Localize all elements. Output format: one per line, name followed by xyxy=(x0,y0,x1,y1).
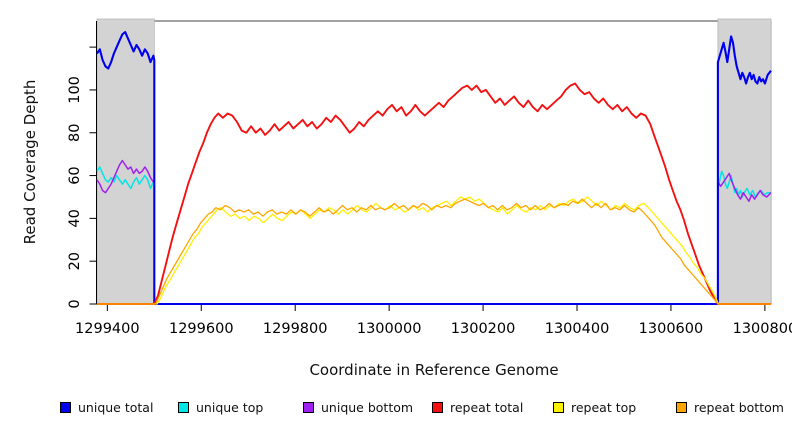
series-line-unique-top xyxy=(96,166,771,305)
x-tick-label: 1299600 xyxy=(169,321,234,337)
y-tick-label: 80 xyxy=(67,124,83,142)
shaded-region xyxy=(717,18,772,305)
legend-item-repeat-total: repeat total xyxy=(432,400,523,415)
legend-label: unique total xyxy=(78,400,154,415)
series-line-repeat-top xyxy=(97,196,771,305)
series-line-unique-total xyxy=(96,31,772,306)
legend-swatch-unique-top xyxy=(178,402,189,413)
shaded-region xyxy=(96,18,155,305)
legend-item-unique-bottom: unique bottom xyxy=(303,400,413,415)
legend-label: repeat bottom xyxy=(694,400,784,415)
legend-item-repeat-top: repeat top xyxy=(553,400,636,415)
series-line-repeat-bottom xyxy=(97,198,771,305)
plot-canvas: 1299400 1299600 1299800 1300000 1300200 13004… xyxy=(67,18,792,337)
y-tick-label: 20 xyxy=(67,252,83,270)
legend-label: repeat total xyxy=(450,400,524,415)
series-line-repeat-total xyxy=(97,82,771,305)
legend-label: repeat top xyxy=(571,400,637,415)
legend-item-unique-top: unique top xyxy=(178,400,263,415)
y-tick-label: 0 xyxy=(67,299,83,308)
y-tick-label: 60 xyxy=(67,166,83,184)
x-tick-label: 1300800 xyxy=(733,321,792,337)
legend-item-unique-total: unique total xyxy=(60,400,153,415)
legend-swatch-repeat-top xyxy=(553,402,564,413)
x-tick-label: 1300600 xyxy=(639,321,704,337)
legend-swatch-repeat-total xyxy=(432,402,443,413)
x-tick-label: 1300200 xyxy=(451,321,516,337)
x-tick-label: 1299400 xyxy=(75,321,140,337)
legend-label: unique top xyxy=(196,400,264,415)
legend-swatch-unique-total xyxy=(60,402,71,413)
x-tick-label: 1299800 xyxy=(263,321,328,337)
legend-label: unique bottom xyxy=(321,400,414,415)
legend-swatch-repeat-bottom xyxy=(676,402,687,413)
x-tick-label: 1300000 xyxy=(357,321,422,337)
x-tick-label: 1300400 xyxy=(545,321,610,337)
legend-item-repeat-bottom: repeat bottom xyxy=(676,400,784,415)
y-axis-title: Read Coverage Depth xyxy=(21,79,39,245)
x-axis-title: Coordinate in Reference Genome xyxy=(309,361,559,379)
y-tick-label: 100 xyxy=(67,76,83,104)
legend-swatch-unique-bottom xyxy=(303,402,314,413)
y-tick-label: 40 xyxy=(67,209,83,227)
